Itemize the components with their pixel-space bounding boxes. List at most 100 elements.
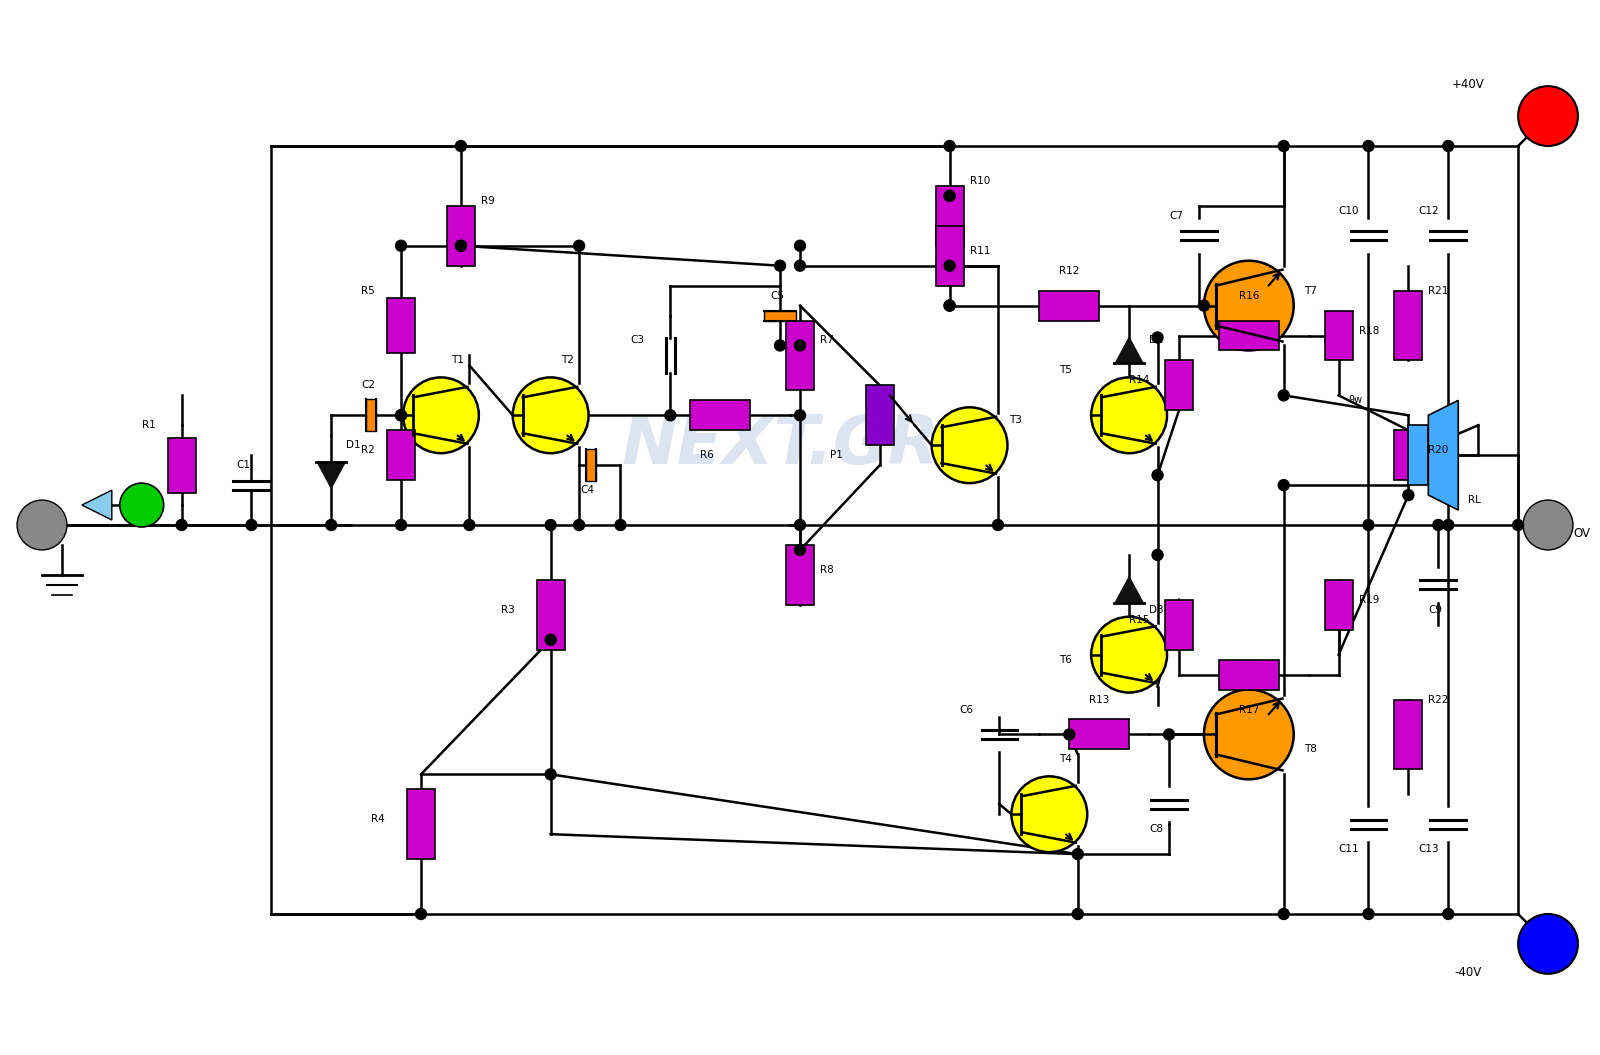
Text: C13: C13 xyxy=(1418,844,1438,855)
Text: C5: C5 xyxy=(770,290,784,301)
Circle shape xyxy=(1518,87,1578,146)
Text: T8: T8 xyxy=(1304,745,1317,754)
Text: R9: R9 xyxy=(482,196,494,206)
Text: R21: R21 xyxy=(1429,286,1448,295)
Text: R17: R17 xyxy=(1238,705,1259,714)
Circle shape xyxy=(395,241,406,251)
Text: T3: T3 xyxy=(1010,416,1022,425)
Circle shape xyxy=(1443,519,1454,531)
Text: 9w: 9w xyxy=(1349,396,1363,405)
Circle shape xyxy=(944,190,955,202)
Text: C7: C7 xyxy=(1170,211,1182,220)
Circle shape xyxy=(326,519,336,531)
Circle shape xyxy=(774,261,786,271)
Text: R19: R19 xyxy=(1358,595,1379,605)
Circle shape xyxy=(1091,617,1166,692)
Circle shape xyxy=(176,519,187,531)
Text: R10: R10 xyxy=(970,176,990,186)
Text: C1: C1 xyxy=(237,460,251,471)
Circle shape xyxy=(1163,729,1174,740)
Circle shape xyxy=(1443,908,1454,920)
Text: T7: T7 xyxy=(1304,286,1317,295)
Circle shape xyxy=(944,300,955,311)
Polygon shape xyxy=(82,491,112,520)
Bar xyxy=(387,299,414,353)
Circle shape xyxy=(120,483,163,528)
Text: C12: C12 xyxy=(1418,206,1438,216)
Text: OV: OV xyxy=(1573,526,1590,540)
Bar xyxy=(866,385,894,445)
Circle shape xyxy=(795,409,805,421)
Circle shape xyxy=(795,519,805,531)
Polygon shape xyxy=(1115,577,1142,602)
Circle shape xyxy=(1072,848,1083,860)
Circle shape xyxy=(666,409,675,421)
Circle shape xyxy=(573,519,584,531)
Bar xyxy=(1219,659,1278,690)
Circle shape xyxy=(1434,519,1443,531)
Circle shape xyxy=(416,908,427,920)
Circle shape xyxy=(1198,300,1210,311)
Bar xyxy=(786,545,814,605)
Circle shape xyxy=(1512,519,1523,531)
Circle shape xyxy=(403,378,478,454)
Text: T6: T6 xyxy=(1059,655,1072,665)
Bar xyxy=(1219,321,1278,350)
Circle shape xyxy=(1523,500,1573,550)
Circle shape xyxy=(1203,261,1294,350)
Text: R8: R8 xyxy=(819,564,834,575)
Text: -40V: -40V xyxy=(1454,965,1482,979)
Circle shape xyxy=(395,409,406,421)
Circle shape xyxy=(395,409,406,421)
Text: C2: C2 xyxy=(362,381,374,390)
Bar xyxy=(536,580,565,650)
Circle shape xyxy=(944,261,955,271)
Circle shape xyxy=(944,140,955,152)
Bar xyxy=(1325,580,1352,630)
Text: R16: R16 xyxy=(1238,290,1259,301)
Polygon shape xyxy=(317,462,346,488)
Text: R14: R14 xyxy=(1130,376,1149,385)
Text: C6: C6 xyxy=(960,705,973,714)
Bar xyxy=(1165,361,1194,410)
Circle shape xyxy=(795,544,805,555)
Circle shape xyxy=(1278,908,1290,920)
Circle shape xyxy=(464,519,475,531)
Bar xyxy=(1165,600,1194,650)
Circle shape xyxy=(246,519,258,531)
Circle shape xyxy=(992,519,1003,531)
Circle shape xyxy=(1152,332,1163,343)
Bar xyxy=(765,310,797,321)
Text: NEXT.GR: NEXT.GR xyxy=(621,413,939,478)
Bar xyxy=(1395,699,1422,769)
Text: R22: R22 xyxy=(1429,694,1448,705)
Circle shape xyxy=(18,500,67,550)
Text: D1: D1 xyxy=(346,440,362,450)
Circle shape xyxy=(614,519,626,531)
Text: T4: T4 xyxy=(1059,754,1072,765)
Bar xyxy=(586,449,595,481)
Text: D2: D2 xyxy=(1149,335,1163,345)
Circle shape xyxy=(546,519,557,531)
Circle shape xyxy=(1363,519,1374,531)
Text: C8: C8 xyxy=(1149,824,1163,835)
Bar xyxy=(936,186,963,246)
Circle shape xyxy=(512,378,589,454)
Text: R1: R1 xyxy=(142,420,155,430)
Circle shape xyxy=(573,241,584,251)
Circle shape xyxy=(1091,378,1166,454)
Bar xyxy=(786,321,814,390)
Bar xyxy=(1408,425,1429,485)
Circle shape xyxy=(546,769,557,780)
Circle shape xyxy=(931,407,1008,483)
Circle shape xyxy=(1518,914,1578,974)
Circle shape xyxy=(1278,390,1290,401)
Text: R3: R3 xyxy=(501,605,515,615)
Text: R12: R12 xyxy=(1059,266,1080,275)
Circle shape xyxy=(456,140,466,152)
Circle shape xyxy=(1278,480,1290,491)
Text: R15: R15 xyxy=(1130,615,1149,625)
Bar xyxy=(1069,720,1130,749)
Bar xyxy=(1040,290,1099,321)
Bar xyxy=(1325,310,1352,361)
